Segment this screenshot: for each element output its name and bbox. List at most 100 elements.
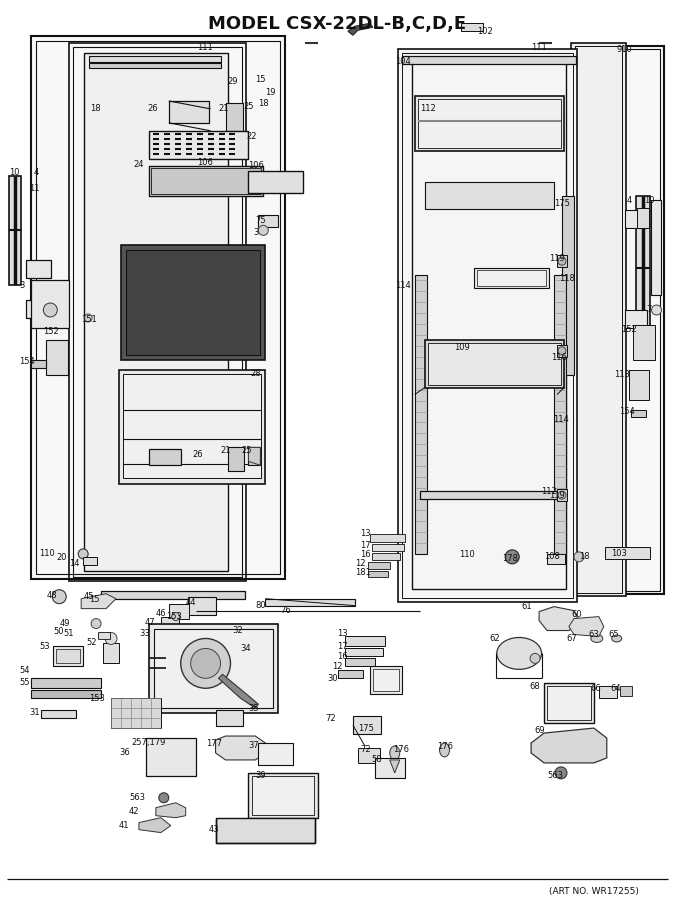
Bar: [149, 166, 263, 195]
Text: 28: 28: [250, 369, 261, 378]
Text: 22: 22: [246, 132, 257, 141]
Text: 51: 51: [63, 629, 74, 638]
Text: 119: 119: [549, 491, 565, 500]
Polygon shape: [569, 616, 604, 636]
Text: 21: 21: [221, 446, 231, 454]
Text: 16: 16: [360, 551, 371, 560]
Text: 42: 42: [129, 807, 140, 816]
Text: 29: 29: [227, 76, 238, 86]
Circle shape: [43, 303, 57, 317]
Bar: [9, 176, 22, 285]
Bar: [575, 46, 622, 593]
Bar: [557, 256, 567, 267]
Polygon shape: [156, 803, 186, 818]
Bar: [248, 171, 303, 193]
Bar: [169, 604, 189, 618]
Circle shape: [558, 346, 566, 355]
Text: 110: 110: [460, 551, 475, 560]
Bar: [151, 167, 261, 194]
Bar: [370, 666, 402, 694]
Bar: [414, 275, 427, 554]
Bar: [123, 374, 261, 478]
Text: 181: 181: [355, 568, 371, 577]
Bar: [83, 557, 97, 565]
Bar: [547, 554, 565, 563]
Bar: [259, 215, 278, 228]
Text: 152: 152: [621, 326, 637, 335]
Text: 67: 67: [566, 634, 576, 643]
Text: 72: 72: [325, 714, 335, 723]
Text: 15: 15: [255, 75, 266, 84]
Text: 111: 111: [531, 42, 547, 51]
Circle shape: [91, 618, 101, 628]
Bar: [265, 598, 355, 606]
Polygon shape: [248, 447, 261, 465]
Text: 64: 64: [611, 684, 622, 693]
Text: 109: 109: [454, 343, 470, 352]
Text: 50: 50: [53, 627, 64, 636]
Bar: [89, 56, 221, 62]
Text: 176: 176: [437, 742, 454, 752]
Circle shape: [558, 491, 566, 500]
Text: 37: 37: [248, 742, 259, 751]
Ellipse shape: [497, 637, 541, 670]
Bar: [146, 738, 196, 776]
Text: 80: 80: [255, 601, 266, 610]
Text: 62: 62: [489, 634, 500, 643]
Text: 106: 106: [248, 161, 265, 170]
Bar: [368, 571, 387, 577]
Circle shape: [78, 549, 88, 559]
Text: 153: 153: [166, 612, 182, 621]
Circle shape: [259, 225, 269, 235]
Text: 12: 12: [355, 559, 365, 568]
Bar: [628, 370, 649, 400]
Circle shape: [530, 653, 540, 663]
Ellipse shape: [389, 746, 400, 760]
Text: MODEL CSX-22DL-B,C,D,E: MODEL CSX-22DL-B,C,D,E: [208, 15, 466, 33]
Text: 12: 12: [332, 662, 342, 670]
Text: 49: 49: [59, 619, 70, 628]
Bar: [345, 636, 385, 646]
Circle shape: [651, 305, 662, 315]
Bar: [427, 343, 561, 384]
Text: 26: 26: [192, 450, 203, 459]
Text: 104: 104: [395, 57, 410, 66]
Bar: [636, 195, 649, 340]
Circle shape: [555, 767, 567, 778]
Text: 33: 33: [139, 629, 150, 638]
Bar: [126, 250, 261, 355]
Text: 21: 21: [219, 104, 229, 113]
Text: 68: 68: [529, 682, 540, 691]
Text: 114: 114: [553, 415, 569, 424]
Bar: [26, 300, 51, 318]
Text: 113: 113: [614, 370, 630, 379]
Text: 19: 19: [265, 88, 276, 97]
Text: 17: 17: [337, 642, 348, 651]
Text: 116: 116: [551, 354, 567, 363]
Bar: [119, 370, 265, 484]
Bar: [370, 534, 405, 542]
Ellipse shape: [439, 743, 450, 757]
Ellipse shape: [41, 544, 57, 553]
Text: 257,179: 257,179: [131, 737, 165, 746]
Ellipse shape: [425, 182, 554, 210]
Bar: [84, 53, 229, 571]
Polygon shape: [389, 760, 400, 773]
Text: 153: 153: [89, 694, 105, 703]
Text: 65: 65: [609, 630, 620, 639]
Ellipse shape: [466, 551, 483, 559]
Bar: [70, 43, 246, 580]
Text: 18: 18: [579, 553, 589, 562]
Bar: [624, 310, 647, 328]
Bar: [398, 50, 577, 602]
Text: 25: 25: [244, 103, 254, 112]
Text: 3: 3: [20, 281, 25, 290]
Bar: [402, 53, 573, 598]
Bar: [98, 632, 110, 640]
Bar: [651, 201, 661, 295]
Bar: [32, 36, 286, 579]
Bar: [229, 447, 244, 472]
Text: 72: 72: [360, 745, 371, 754]
Bar: [477, 270, 546, 286]
Ellipse shape: [591, 634, 603, 643]
